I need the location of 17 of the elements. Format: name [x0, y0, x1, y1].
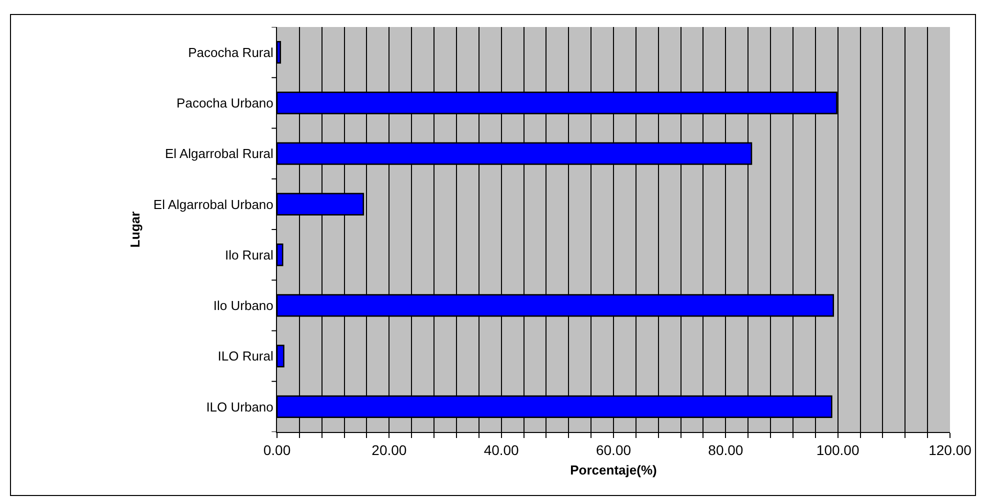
- y-tick-label: ILO Urbano: [206, 399, 274, 414]
- x-axis-title: Porcentaje(%): [570, 462, 657, 478]
- x-tick-label: 100.00: [816, 442, 860, 458]
- x-tick-label: 40.00: [484, 442, 520, 458]
- x-tick-label: 60.00: [596, 442, 632, 458]
- y-tick-label: El Algarrobal Urbano: [153, 196, 274, 212]
- y-tick-label: Ilo Rural: [224, 247, 274, 262]
- x-tick-label: 80.00: [708, 442, 744, 458]
- y-tick-label: El Algarrobal Rural: [165, 146, 274, 162]
- y-axis-title: Lugar: [127, 211, 142, 248]
- x-tick-label: 120.00: [928, 442, 972, 458]
- y-tick-label: Pacocha Urbano: [176, 95, 274, 110]
- y-tick-label: ILO Rural: [218, 348, 274, 364]
- y-tick-label: Pacocha Rural: [188, 44, 274, 60]
- x-tick-label: 0.00: [263, 442, 291, 458]
- y-tick-label: Ilo Urbano: [213, 298, 274, 313]
- x-tick-label: 20.00: [372, 442, 407, 458]
